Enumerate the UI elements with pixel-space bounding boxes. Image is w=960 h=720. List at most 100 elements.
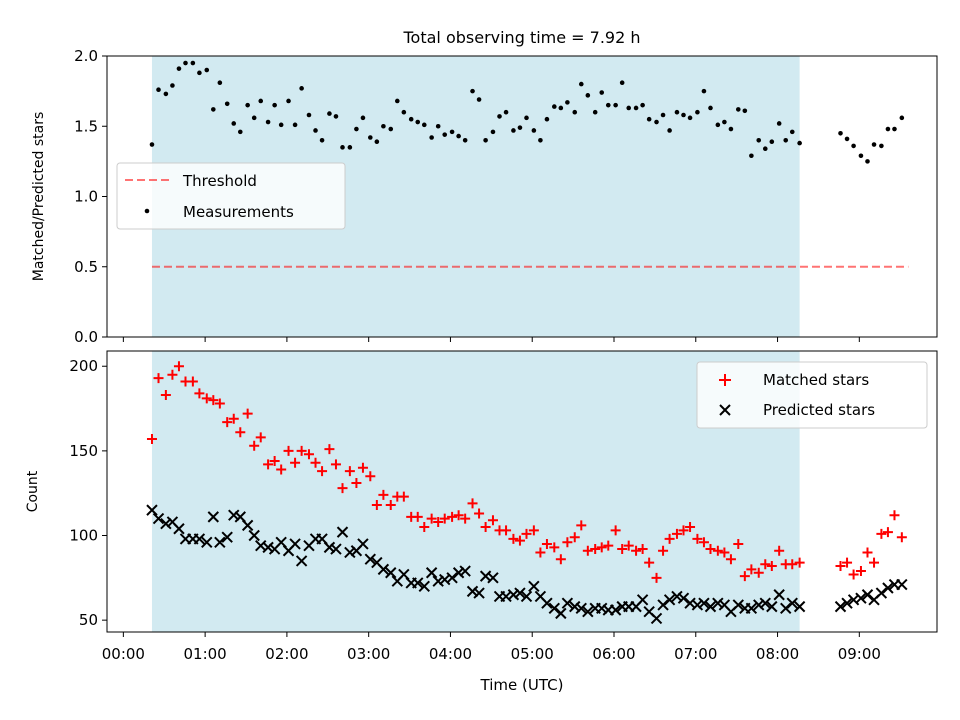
matched-stars-points [146, 361, 907, 583]
predicted-star-point [193, 533, 206, 545]
measurement-point [381, 123, 386, 129]
predicted-star-point [555, 607, 567, 620]
y-tick-label: 2.0 [74, 47, 98, 65]
measurement-point [340, 145, 345, 150]
matched-star-point [357, 462, 368, 473]
predicted-star-point [698, 597, 710, 609]
measurement-point [558, 105, 564, 111]
measurement-point [544, 116, 550, 122]
y-tick-label: 150 [69, 442, 98, 460]
measurement-point [272, 102, 277, 108]
matched-star-point [208, 395, 219, 406]
matched-star-point [712, 545, 723, 556]
predicted-star-point [650, 612, 663, 625]
matched-star-point [160, 390, 171, 401]
measurement-point [156, 87, 161, 93]
matched-star-point [214, 398, 225, 409]
matched-star-point [610, 525, 621, 536]
y-tick-label: 200 [69, 357, 98, 375]
measurement-point [170, 83, 175, 88]
matched-star-point [426, 513, 437, 524]
predicted-star-point [152, 512, 165, 525]
matched-star-point [835, 560, 846, 571]
x-tick-label: 04:00 [429, 645, 472, 663]
matched-star-point [631, 545, 642, 556]
matched-star-point [651, 572, 662, 583]
measurement-point [483, 138, 488, 143]
measurement-point [360, 115, 366, 121]
predicted-star-point [691, 599, 704, 611]
predicted-star-point [514, 587, 526, 599]
measurement-point [183, 60, 188, 66]
matched-star-point [664, 533, 675, 544]
measurement-point [211, 107, 216, 112]
count-y-ticks: 50 100 150 200 [69, 357, 107, 629]
measurement-point [333, 114, 339, 119]
measurement-point [306, 112, 312, 118]
matched-star-point [535, 547, 546, 558]
predicted-star-point [473, 587, 485, 599]
measurement-point [708, 105, 713, 111]
measurement-point [429, 135, 434, 140]
measurement-point [531, 128, 537, 133]
x-tick-label: 06:00 [592, 645, 635, 663]
matched-star-point [671, 528, 682, 539]
predicted-star-point [745, 602, 758, 615]
measurement-point [756, 138, 762, 143]
measurement-point [715, 122, 721, 128]
matched-star-point [385, 500, 396, 511]
count-legend-box [696, 361, 928, 429]
matched-star-point [848, 569, 859, 580]
matched-star-point [555, 554, 566, 565]
matched-star-point [794, 557, 805, 568]
predicted-star-point [289, 538, 301, 550]
matched-star-point [760, 559, 771, 570]
predicted-star-point [459, 565, 471, 577]
predicted-star-point [466, 585, 479, 598]
matched-star-point [487, 515, 498, 526]
matched-star-point [242, 408, 253, 419]
matched-star-point [283, 445, 294, 456]
measurement-point [599, 90, 605, 95]
x-tick-label: 01:00 [184, 645, 227, 663]
predicted-star-point [732, 599, 744, 611]
y-tick-label: 100 [69, 527, 98, 545]
measurement-point [462, 138, 468, 143]
chart-title: Total observing time = 7.92 h [402, 28, 640, 47]
matched-star-point [787, 559, 798, 570]
measurement-point [769, 139, 775, 145]
measurement-point [204, 67, 210, 73]
measurement-point [374, 139, 380, 145]
predicted-star-point [780, 602, 792, 615]
y-tick-label: 0.0 [74, 328, 98, 346]
ratio-legend: Threshold Measurements [116, 162, 346, 230]
matched-star-point [194, 388, 205, 399]
matched-star-point [201, 393, 212, 404]
measurement-point [149, 142, 155, 147]
predicted-star-point [262, 541, 274, 554]
predicted-star-point [412, 577, 424, 589]
predicted-star-point [221, 531, 233, 543]
predicted-star-point [875, 587, 888, 599]
measurement-point [421, 122, 427, 128]
matched-star-point [603, 540, 614, 551]
matched-star-point [146, 434, 157, 445]
measurement-point [885, 126, 891, 132]
measurement-point [163, 91, 169, 97]
measurement-point [538, 138, 543, 143]
measurement-point [237, 129, 243, 135]
measurement-point [585, 93, 591, 98]
measurement-point [851, 143, 856, 149]
matched-star-point [882, 527, 893, 538]
predicted-star-point [861, 589, 874, 601]
predicted-star-point [855, 592, 867, 604]
predicted-star-point [596, 602, 608, 615]
matched-star-point [467, 498, 478, 509]
predicted-star-point [364, 553, 377, 565]
legend-threshold-label: Threshold [182, 172, 257, 190]
matched-star-point [412, 511, 423, 522]
measurement-point [354, 126, 359, 132]
measurement-point [408, 116, 414, 122]
measurement-point [646, 116, 652, 122]
matched-star-point [324, 444, 335, 455]
